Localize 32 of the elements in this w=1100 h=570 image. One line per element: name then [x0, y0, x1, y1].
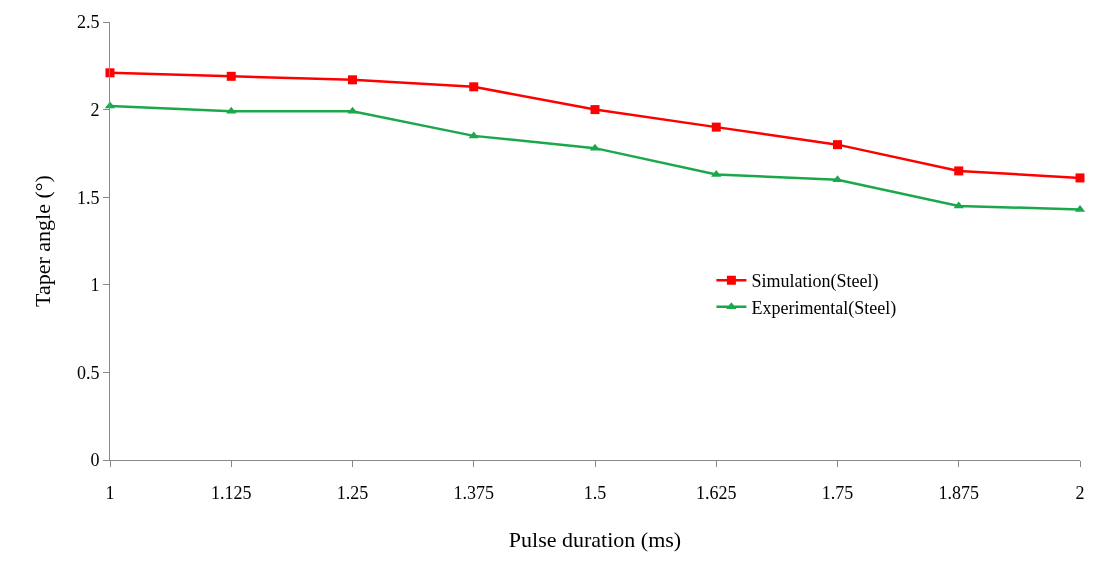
x-tick-label: 1.75: [821, 482, 854, 503]
point: [226, 71, 236, 81]
x-tick-label: 1.25: [336, 482, 369, 503]
point: [711, 122, 721, 132]
x-tick-label: 1.5: [583, 482, 607, 503]
y-tick-label: 2: [90, 99, 100, 120]
x-tick-label: 2: [1075, 482, 1085, 503]
y-tick-label: 0.5: [76, 362, 100, 383]
x-tick-label: 1.375: [453, 482, 494, 503]
point: [468, 131, 479, 139]
point: [1075, 173, 1085, 183]
point: [226, 106, 237, 114]
y-axis-title: Taper angle (°): [29, 175, 55, 307]
point: [347, 106, 358, 114]
point: [954, 166, 964, 176]
y-tick-label: 2.5: [76, 12, 100, 33]
x-tick-label: 1: [105, 482, 115, 503]
y-tick-label: 1.5: [76, 187, 100, 208]
y-tick-label: 1: [90, 275, 100, 296]
x-tick-label: 1.875: [938, 482, 979, 503]
y-tick-label: 0: [90, 450, 100, 471]
x-axis-title: Pulse duration (ms): [508, 527, 682, 553]
point: [469, 82, 479, 92]
point: [590, 105, 600, 115]
x-tick-label: 1.125: [211, 482, 252, 503]
point: [348, 75, 357, 85]
point: [711, 169, 722, 177]
x-tick-label: 1.625: [696, 482, 737, 503]
point: [953, 201, 964, 209]
legend-label: Simulation(Steel): [751, 271, 879, 293]
legend-label: Experimental(Steel): [751, 297, 897, 319]
point: [833, 140, 842, 150]
